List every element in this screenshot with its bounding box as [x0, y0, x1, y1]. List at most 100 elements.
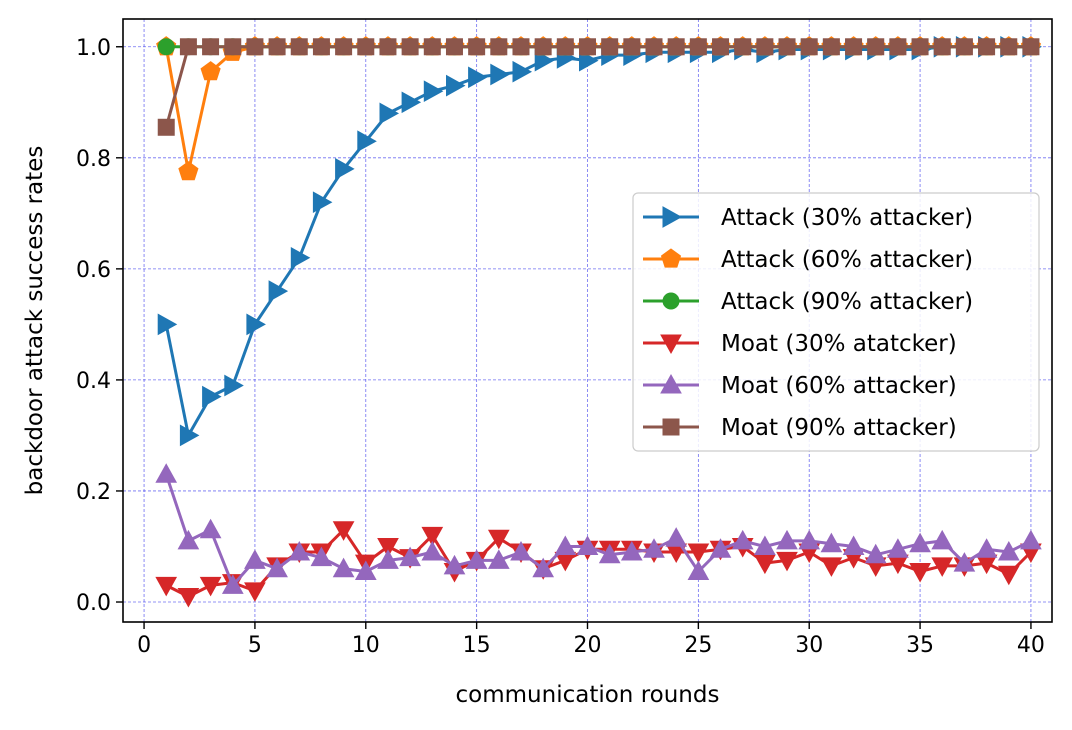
legend-label: Moat (90% attacker): [721, 415, 957, 441]
data-point: [798, 529, 821, 550]
data-point: [178, 161, 199, 181]
legend-box: [632, 192, 1040, 452]
data-point: [776, 551, 798, 572]
data-point: [332, 521, 355, 541]
data-point: [997, 540, 1020, 561]
legend-entry: Moat (30% atatcker): [643, 331, 957, 357]
data-point: [845, 38, 863, 56]
data-point: [157, 313, 178, 336]
legend-marker: [660, 373, 682, 394]
legend-label: Attack (60% attacker): [721, 247, 973, 273]
data-point: [421, 540, 444, 561]
series-line: [164, 45, 1031, 437]
data-point: [512, 60, 533, 83]
data-point: [620, 540, 643, 561]
data-point: [1020, 529, 1042, 550]
y-tick-label: 0.2: [76, 480, 111, 505]
series-layer: [155, 35, 1042, 608]
data-point: [465, 549, 488, 569]
data-point: [931, 529, 954, 550]
data-point: [468, 66, 488, 89]
data-point: [179, 424, 200, 447]
data-point: [332, 557, 355, 578]
data-point: [401, 38, 419, 56]
data-point: [224, 38, 242, 56]
data-point: [643, 538, 665, 558]
y-tick-label: 0.4: [76, 369, 111, 394]
data-point: [778, 38, 796, 56]
data-point: [576, 535, 599, 555]
legend-marker: [662, 206, 683, 228]
data-point: [157, 38, 175, 56]
x-tick-label: 35: [906, 633, 934, 658]
data-point: [421, 526, 444, 547]
data-point: [379, 102, 400, 125]
data-point: [933, 38, 951, 56]
data-point: [731, 529, 754, 550]
x-tick-label: 0: [137, 633, 151, 658]
data-point: [310, 546, 333, 567]
data-point: [335, 38, 353, 56]
data-point: [1022, 38, 1040, 56]
legend-marker: [660, 248, 682, 268]
data-point: [820, 532, 843, 553]
data-point: [598, 543, 621, 564]
data-point: [224, 374, 244, 397]
data-point: [754, 535, 776, 555]
data-point: [1000, 38, 1018, 56]
data-point: [532, 557, 555, 578]
data-point: [579, 38, 596, 56]
data-point: [601, 38, 619, 56]
x-tick-label: 40: [1017, 633, 1045, 658]
series-line: [164, 473, 1032, 587]
x-tick-label: 5: [248, 633, 262, 658]
data-point: [246, 313, 266, 336]
data-point: [290, 38, 308, 56]
data-point: [623, 38, 641, 56]
data-point: [645, 38, 663, 56]
data-point: [445, 38, 463, 56]
y-tick-label: 0.0: [76, 591, 111, 616]
data-point: [155, 576, 178, 597]
legend-marker: [662, 292, 680, 310]
data-point: [556, 38, 574, 56]
data-point: [246, 38, 264, 56]
data-point: [202, 385, 222, 408]
legend-entry: Attack (30% attacker): [643, 205, 973, 231]
x-axis-label: communication rounds: [456, 682, 720, 708]
data-point: [244, 549, 266, 569]
data-point: [379, 38, 397, 56]
data-point: [512, 38, 530, 56]
series-5: [155, 463, 1042, 594]
data-point: [200, 61, 221, 81]
data-point: [709, 538, 732, 558]
legend-marker: [662, 418, 680, 436]
data-point: [177, 529, 200, 550]
y-tick-label: 1.0: [76, 36, 111, 61]
data-point: [820, 557, 843, 577]
legend-entry: Attack (60% attacker): [643, 247, 973, 273]
data-point: [887, 538, 909, 558]
data-point: [864, 543, 887, 564]
data-point: [423, 38, 441, 56]
data-point: [221, 574, 244, 594]
data-point: [955, 38, 973, 56]
series-6: [157, 38, 1040, 136]
x-tick-label: 20: [574, 633, 602, 658]
data-point: [490, 38, 508, 56]
x-tick-label: 10: [352, 633, 380, 658]
legend-label: Attack (90% attacker): [721, 289, 973, 315]
data-point: [687, 543, 710, 564]
data-point: [931, 557, 954, 577]
y-axis-label: backdoor attack success rates: [22, 146, 48, 496]
x-tick-label: 25: [684, 633, 712, 658]
data-point: [911, 38, 929, 56]
data-point: [157, 118, 175, 136]
x-tick-label: 15: [463, 633, 491, 658]
legend-label: Moat (30% atatcker): [721, 331, 957, 357]
data-point: [734, 38, 752, 56]
data-point: [776, 529, 798, 550]
data-point: [665, 527, 688, 547]
data-point: [800, 38, 818, 56]
data-point: [179, 38, 197, 56]
